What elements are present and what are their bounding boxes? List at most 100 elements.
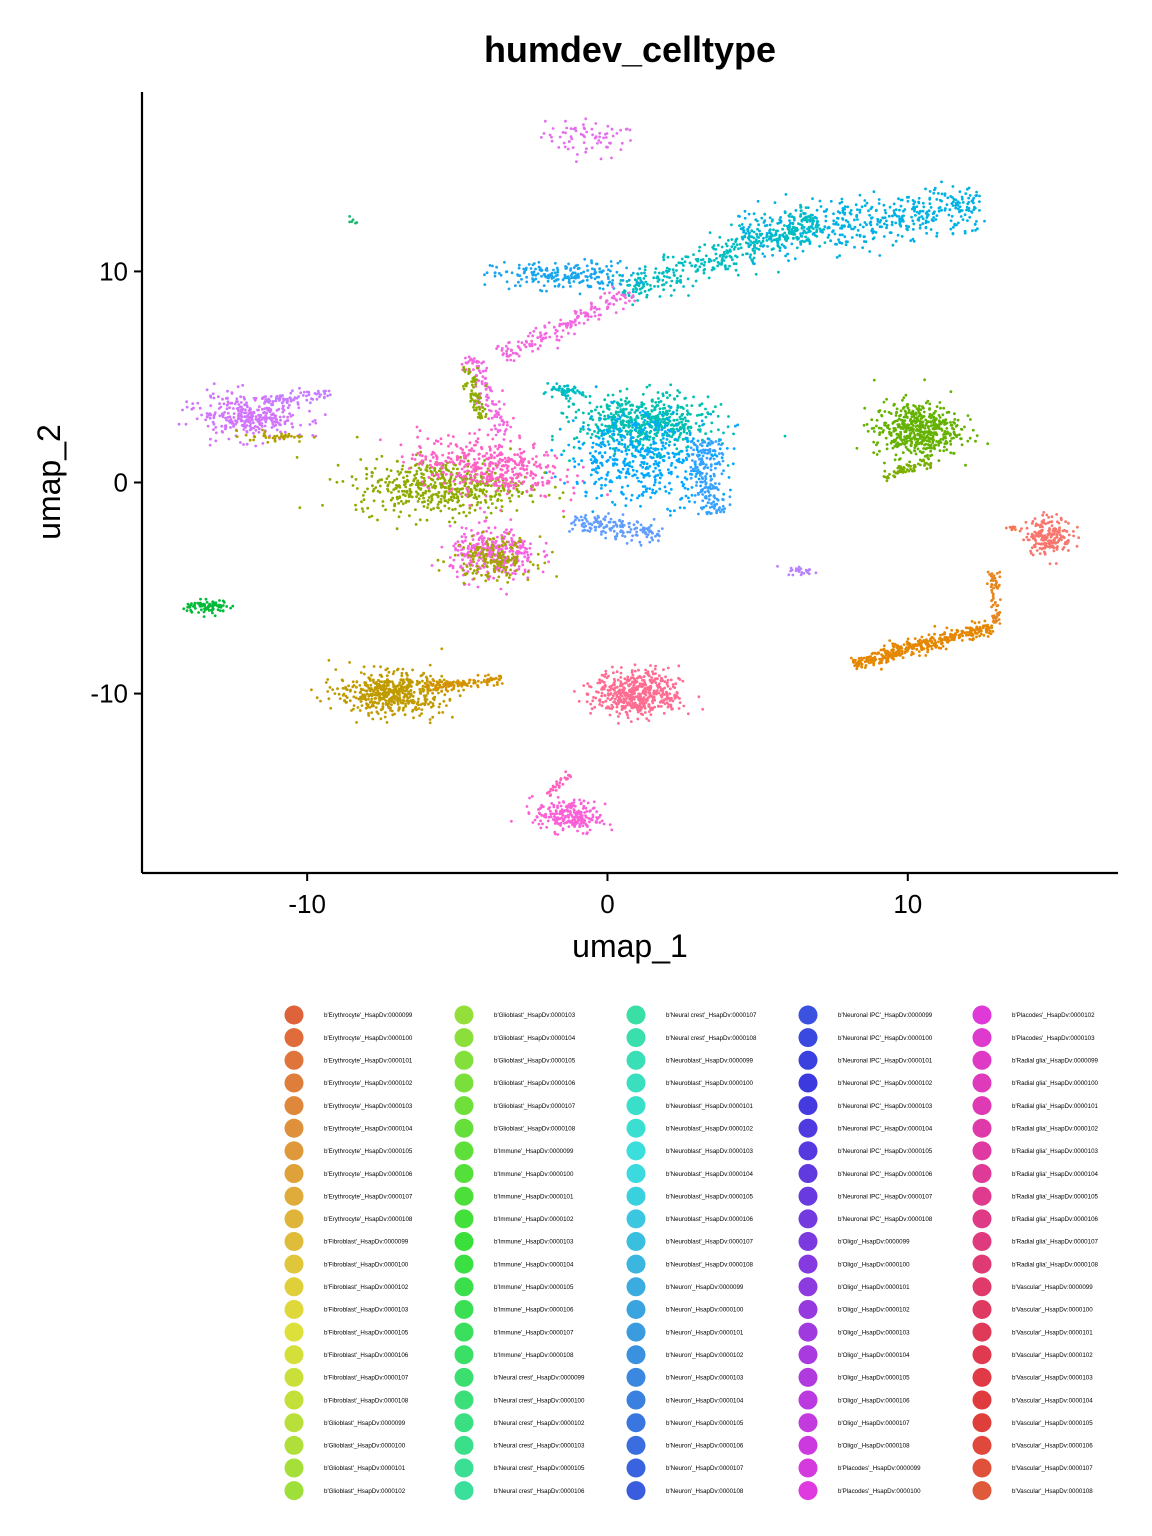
scatter-point [295, 456, 299, 459]
scatter-point [480, 534, 484, 538]
scatter-point [818, 244, 821, 248]
scatter-point [397, 501, 400, 505]
scatter-point [631, 290, 635, 294]
scatter-point [518, 434, 521, 438]
scatter-point [494, 493, 498, 496]
scatter-point [415, 469, 419, 473]
scatter-point [584, 117, 588, 121]
scatter-point [566, 147, 570, 151]
scatter-point [502, 420, 506, 424]
scatter-point [548, 335, 552, 339]
scatter-point [462, 581, 466, 585]
scatter-point [612, 303, 616, 306]
scatter-point [534, 483, 538, 487]
scatter-point [905, 195, 909, 199]
scatter-point [680, 449, 684, 453]
scatter-point [185, 405, 189, 409]
scatter-point [567, 443, 571, 447]
scatter-point [514, 541, 517, 545]
scatter-point [806, 218, 810, 222]
scatter-point [856, 218, 859, 221]
scatter-point [752, 212, 756, 216]
scatter-point [305, 398, 309, 402]
scatter-point [796, 238, 799, 241]
scatter-point [584, 524, 588, 528]
scatter-point [572, 280, 576, 283]
scatter-point [958, 205, 962, 209]
scatter-point [865, 223, 868, 227]
scatter-point [454, 542, 457, 545]
scatter-point [487, 396, 490, 399]
scatter-point [659, 456, 662, 460]
scatter-point [690, 453, 694, 456]
scatter-point [520, 277, 523, 281]
scatter-point [490, 416, 494, 420]
scatter-point [594, 385, 598, 389]
scatter-point [214, 426, 218, 429]
scatter-point [226, 416, 230, 419]
scatter-point [502, 352, 505, 355]
scatter-point [631, 295, 635, 298]
scatter-point [469, 474, 473, 478]
scatter-point [758, 232, 762, 236]
scatter-point [423, 500, 426, 504]
scatter-point [709, 468, 713, 472]
scatter-point [707, 485, 711, 489]
scatter-point [530, 342, 534, 346]
scatter-point [673, 443, 677, 447]
scatter-point [693, 461, 697, 464]
scatter-point [267, 436, 271, 439]
scatter-point [469, 550, 473, 553]
scatter-point [661, 432, 665, 436]
scatter-point [447, 498, 451, 502]
scatter-point [837, 238, 840, 242]
scatter-point [619, 398, 623, 402]
scatter-point [505, 572, 509, 576]
scatter-point [422, 484, 426, 487]
cluster-immune-right [855, 378, 990, 474]
scatter-point [465, 494, 469, 498]
scatter-point [442, 482, 446, 485]
scatter-point [619, 283, 623, 286]
scatter-point [476, 437, 480, 441]
scatter-point [498, 493, 502, 497]
scatter-point [708, 447, 712, 451]
scatter-point [697, 249, 701, 253]
scatter-point [470, 383, 474, 387]
scatter-point [610, 127, 614, 131]
scatter-point [421, 491, 425, 495]
scatter-point [791, 222, 795, 226]
scatter-point [740, 223, 744, 226]
scatter-point [269, 409, 273, 412]
scatter-point [531, 500, 535, 504]
scatter-point [620, 490, 623, 494]
scatter-point [465, 381, 469, 385]
scatter-point [611, 279, 615, 282]
scatter-point [576, 153, 579, 156]
scatter-point [758, 229, 761, 233]
scatter-point [704, 415, 708, 419]
scatter-point [502, 464, 506, 468]
scatter-point [651, 488, 655, 492]
scatter-point [503, 432, 506, 436]
scatter-point [762, 221, 766, 224]
scatter-point [579, 427, 583, 431]
scatter-point [296, 401, 300, 404]
scatter-point [863, 204, 867, 208]
scatter-point [402, 460, 405, 464]
scatter-point [261, 428, 264, 432]
cluster-radial-lower [430, 510, 550, 596]
scatter-point [618, 389, 622, 393]
scatter-point [609, 141, 612, 145]
scatter-point [597, 307, 601, 311]
scatter-point [628, 128, 632, 132]
scatter-point [250, 417, 253, 421]
scatter-point [917, 196, 921, 200]
scatter-point [520, 456, 523, 460]
scatter-point [234, 422, 237, 426]
scatter-point [456, 500, 459, 504]
scatter-point [865, 201, 869, 205]
scatter-point [935, 198, 939, 201]
scatter-point [493, 456, 496, 460]
scatter-point [885, 443, 889, 446]
